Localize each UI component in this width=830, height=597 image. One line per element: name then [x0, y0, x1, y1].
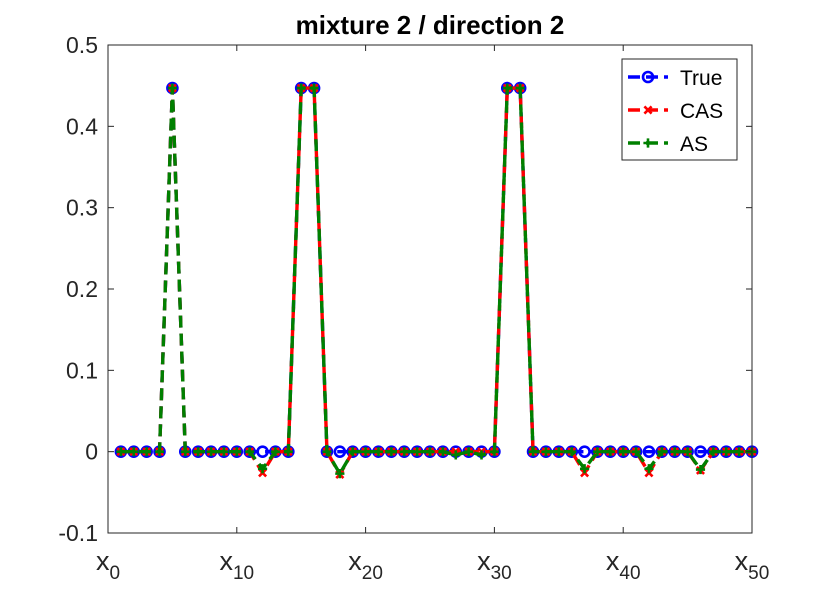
- as-point-7: [193, 447, 203, 457]
- series-layer: [114, 81, 759, 479]
- true-point-11: [243, 445, 256, 458]
- as-point-9: [219, 447, 229, 457]
- as-point-10: [232, 447, 242, 457]
- as-point-23: [399, 447, 409, 457]
- y-tick-label-3: 0.2: [66, 276, 98, 302]
- as-point-5: [167, 83, 177, 93]
- as-point-49: [734, 447, 744, 457]
- x-tick-label-4: x40: [606, 546, 641, 584]
- x-tick-label-3: x30: [477, 546, 512, 584]
- as-point-4: [154, 447, 165, 457]
- as-point-27: [451, 450, 461, 460]
- legend-label-cas: CAS: [680, 100, 723, 123]
- as-point-6: [180, 447, 190, 457]
- x-tick-label-5: x50: [735, 546, 770, 584]
- as-point-12: [257, 464, 268, 474]
- as-point-16: [309, 83, 319, 93]
- as-point-36: [567, 447, 577, 457]
- legend-cas-point-marker: [643, 105, 653, 115]
- as-point-37: [579, 464, 590, 474]
- as-point-17: [322, 447, 332, 457]
- true-point-37: [578, 445, 591, 458]
- series-cas-line: [120, 86, 752, 477]
- x-tick-label-2: x20: [348, 546, 383, 584]
- legend-item-cas: CAS: [628, 100, 723, 123]
- as-point-1: [116, 447, 126, 457]
- true-point-46: [694, 445, 707, 458]
- axes-layer: -0.1 0 0.1 0.2 0.3 0.4 0.5 x0 x10 x20 x30 x40 x50: [58, 32, 769, 584]
- as-point-44: [670, 447, 680, 457]
- as-point-39: [605, 447, 615, 457]
- as-point-14: [283, 447, 293, 457]
- y-tick-label-2: 0.1: [66, 357, 98, 383]
- as-point-15: [296, 83, 306, 93]
- as-point-32: [515, 83, 525, 93]
- as-point-48: [721, 447, 731, 457]
- x-tick-label-0: x0: [96, 546, 120, 584]
- as-point-13: [270, 447, 281, 457]
- as-point-22: [386, 447, 396, 457]
- x-tick-label-1: x10: [219, 546, 254, 584]
- true-point-42: [642, 445, 656, 458]
- as-point-30: [489, 447, 499, 457]
- as-point-25: [425, 447, 435, 457]
- as-point-42: [644, 464, 654, 474]
- as-point-28: [464, 447, 474, 457]
- as-point-19: [348, 447, 358, 457]
- true-point-12: [256, 445, 269, 458]
- as-point-43: [657, 447, 667, 457]
- legend-true-point-marker: [641, 70, 655, 84]
- as-point-8: [206, 447, 216, 457]
- y-tick-label-0: -0.1: [58, 520, 98, 546]
- as-point-2: [129, 447, 139, 457]
- as-point-45: [683, 447, 693, 457]
- legend-label-as: AS: [680, 133, 708, 156]
- as-point-21: [373, 447, 384, 457]
- legend-box: [621, 58, 738, 161]
- as-point-26: [438, 447, 448, 457]
- as-point-31: [502, 83, 512, 93]
- legend-item-true: True: [628, 67, 722, 90]
- as-point-41: [631, 447, 641, 457]
- as-point-46: [695, 464, 706, 475]
- as-point-47: [708, 447, 718, 457]
- legend-as-point-marker: [643, 138, 653, 148]
- as-point-40: [618, 447, 628, 457]
- chart-title: mixture 2 / direction 2: [296, 10, 565, 40]
- legend: True CAS AS: [621, 58, 738, 161]
- as-point-20: [361, 447, 371, 457]
- as-point-11: [245, 447, 255, 457]
- legend-item-as: AS: [628, 133, 708, 156]
- y-tick-label-4: 0.3: [66, 195, 98, 221]
- true-point-18: [333, 445, 347, 458]
- as-point-29: [476, 450, 487, 460]
- as-point-38: [592, 447, 603, 457]
- as-point-3: [142, 447, 152, 457]
- as-point-18: [335, 469, 345, 479]
- legend-label-true: True: [680, 67, 722, 90]
- y-tick-label-6: 0.5: [66, 32, 98, 58]
- as-point-35: [554, 447, 564, 457]
- series-as: [116, 83, 757, 479]
- as-point-24: [412, 447, 422, 457]
- as-point-34: [541, 447, 551, 457]
- y-tick-label-1: 0: [85, 439, 98, 465]
- y-tick-label-5: 0.4: [66, 113, 98, 139]
- as-point-33: [528, 447, 538, 457]
